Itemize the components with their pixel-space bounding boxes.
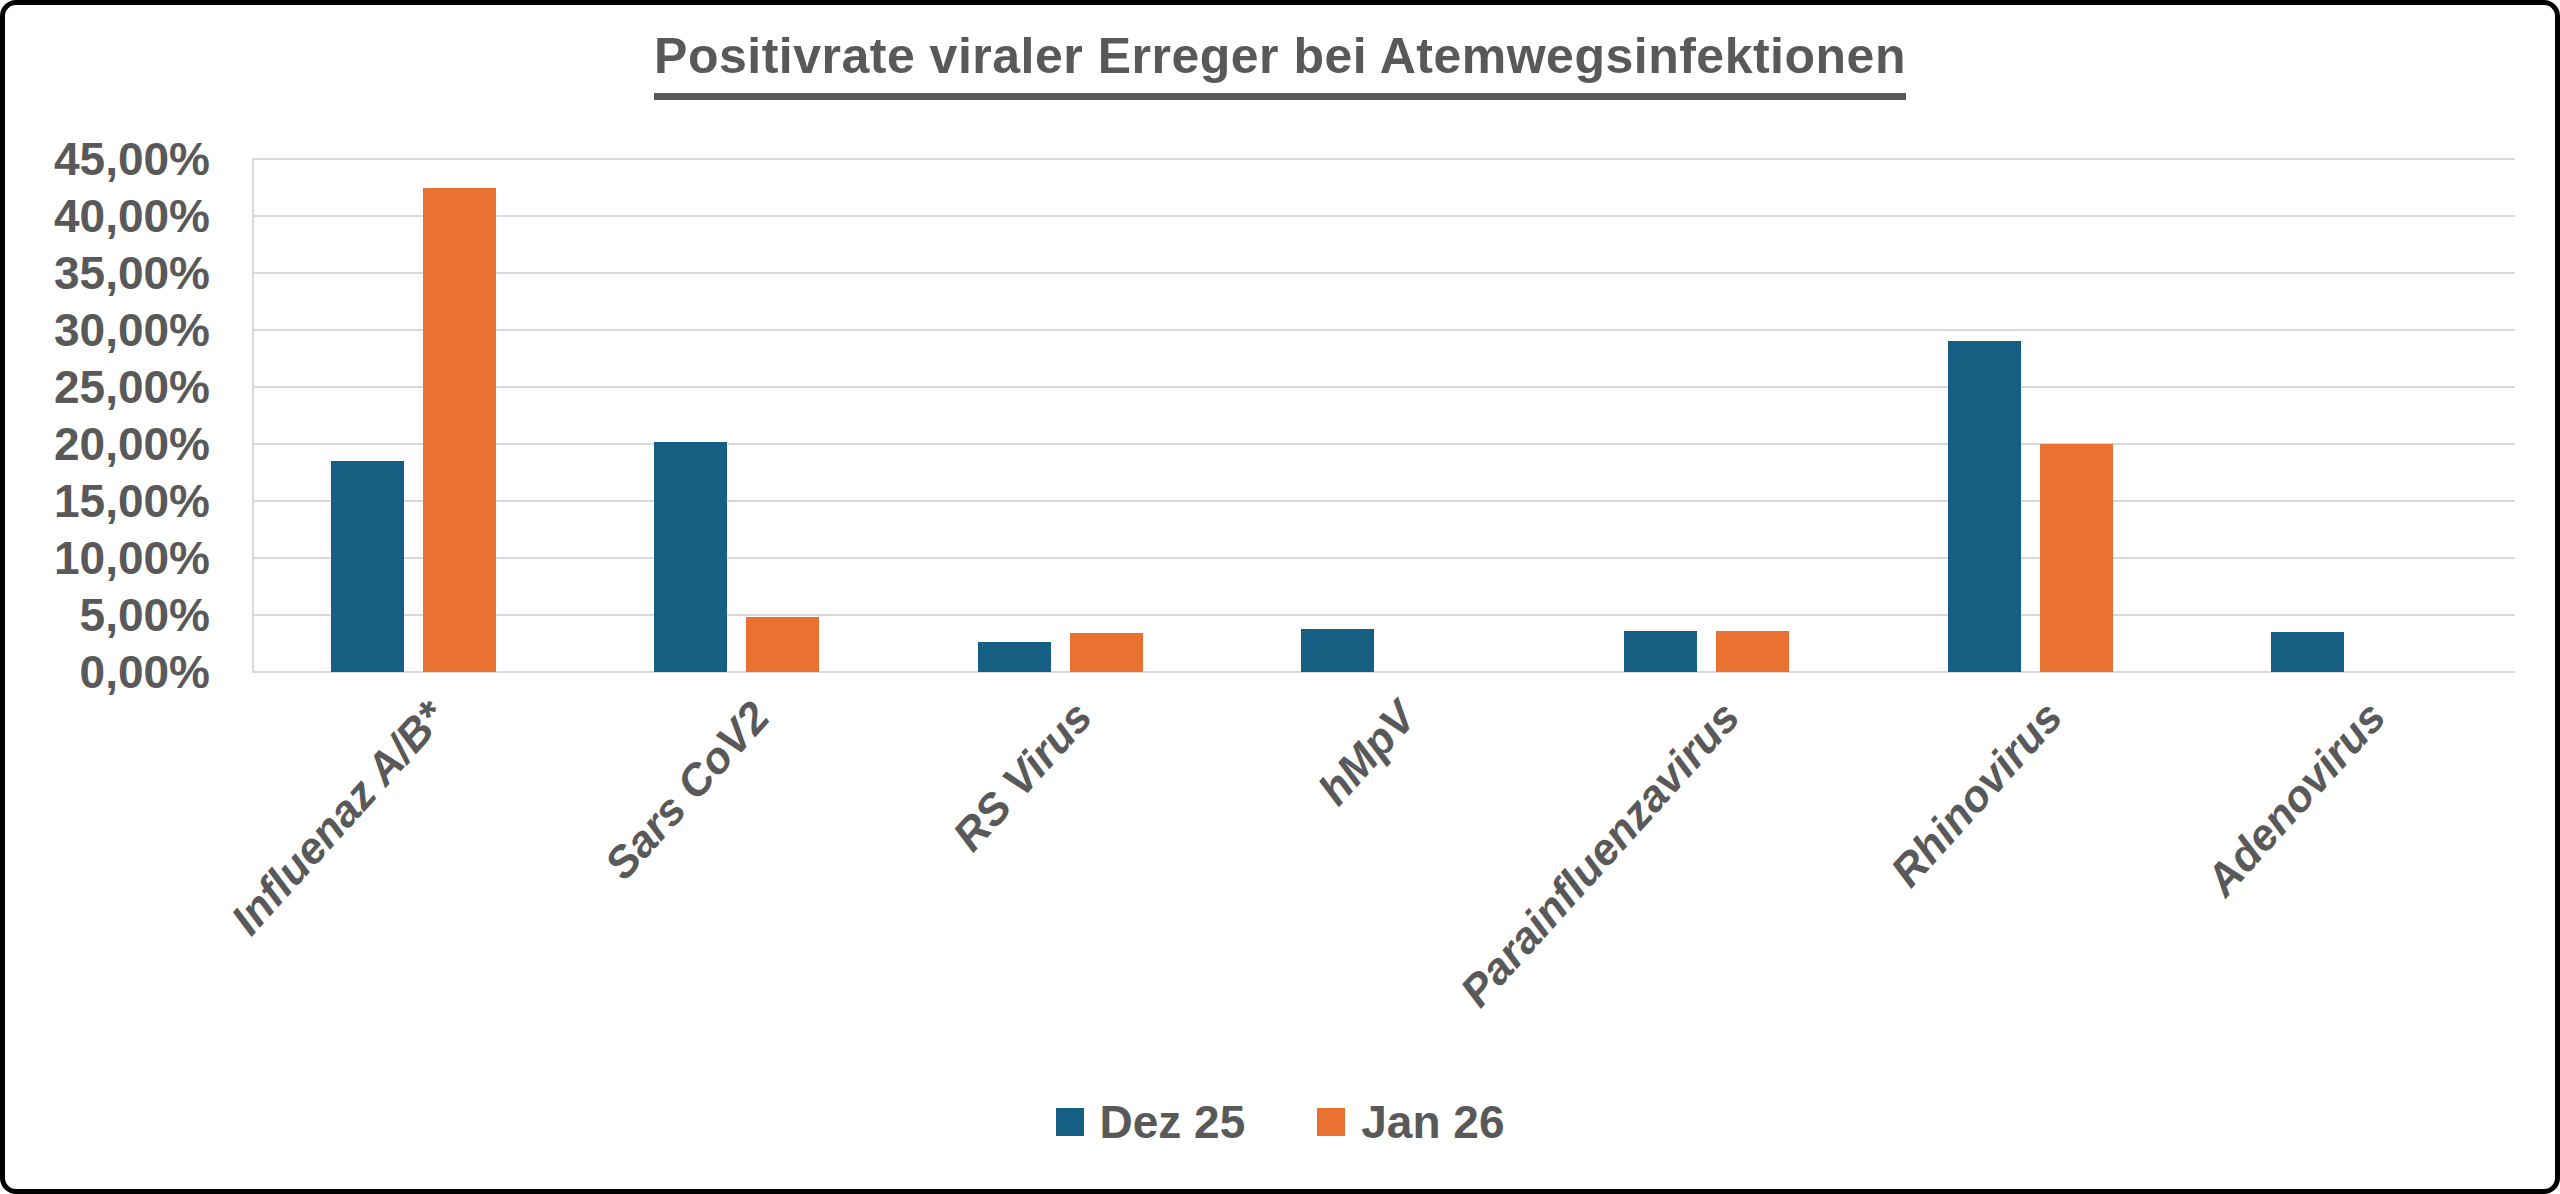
y-axis-tick-label: 45,00%: [5, 131, 210, 187]
y-axis-tick-label: 10,00%: [5, 530, 210, 586]
bar-jan-26: [1716, 631, 1789, 672]
gridline: [252, 329, 2515, 331]
gridline: [252, 614, 2515, 616]
gridline: [252, 215, 2515, 217]
x-category-label: Influenaz A/B*: [222, 692, 456, 944]
y-axis-tick-label: 5,00%: [5, 587, 210, 643]
y-axis-tick-label: 20,00%: [5, 416, 210, 472]
y-axis-tick-label: 0,00%: [5, 644, 210, 700]
gridline: [252, 386, 2515, 388]
gridline: [252, 671, 2515, 673]
legend: Dez 25 Jan 26: [5, 1095, 2555, 1149]
bar-jan-26: [746, 617, 819, 672]
gridline: [252, 158, 2515, 160]
gridline: [252, 443, 2515, 445]
bar-jan-26: [423, 188, 496, 673]
bar-dez-25: [1624, 631, 1697, 672]
bar-dez-25: [978, 642, 1051, 672]
x-category-label: Sars CoV2: [595, 692, 779, 889]
bar-dez-25: [654, 442, 727, 672]
x-category-label: hMpV: [1308, 692, 1425, 814]
gridline: [252, 500, 2515, 502]
bar-jan-26: [2040, 444, 2113, 672]
gridline: [252, 557, 2515, 559]
y-axis-tick-label: 40,00%: [5, 188, 210, 244]
legend-label: Jan 26: [1361, 1095, 1504, 1149]
x-category-label: Rhinovirus: [1881, 692, 2072, 896]
x-category-label: Parainfluenzavirus: [1450, 692, 1749, 1016]
bar-dez-25: [331, 461, 404, 672]
legend-swatch-dez-25: [1056, 1108, 1084, 1136]
y-axis-tick-label: 25,00%: [5, 359, 210, 415]
chart-title: Positivrate viraler Erreger bei Atemwegs…: [654, 27, 1906, 100]
y-axis-tick-label: 15,00%: [5, 473, 210, 529]
bar-dez-25: [1301, 629, 1374, 672]
legend-item: Dez 25: [1056, 1095, 1246, 1149]
bar-jan-26: [1070, 633, 1143, 672]
bar-dez-25: [2271, 632, 2344, 672]
x-category-label: RS Virus: [944, 692, 1103, 861]
y-axis-tick-label: 30,00%: [5, 302, 210, 358]
legend-swatch-jan-26: [1317, 1108, 1345, 1136]
legend-item: Jan 26: [1317, 1095, 1504, 1149]
chart-frame: Positivrate viraler Erreger bei Atemwegs…: [0, 0, 2560, 1194]
x-category-label: Adenovirus: [2196, 692, 2395, 905]
chart-title-area: Positivrate viraler Erreger bei Atemwegs…: [5, 27, 2555, 100]
legend-label: Dez 25: [1100, 1095, 1246, 1149]
gridline: [252, 272, 2515, 274]
y-axis-tick-label: 35,00%: [5, 245, 210, 301]
y-axis-line: [252, 159, 254, 672]
bar-dez-25: [1948, 341, 2021, 672]
